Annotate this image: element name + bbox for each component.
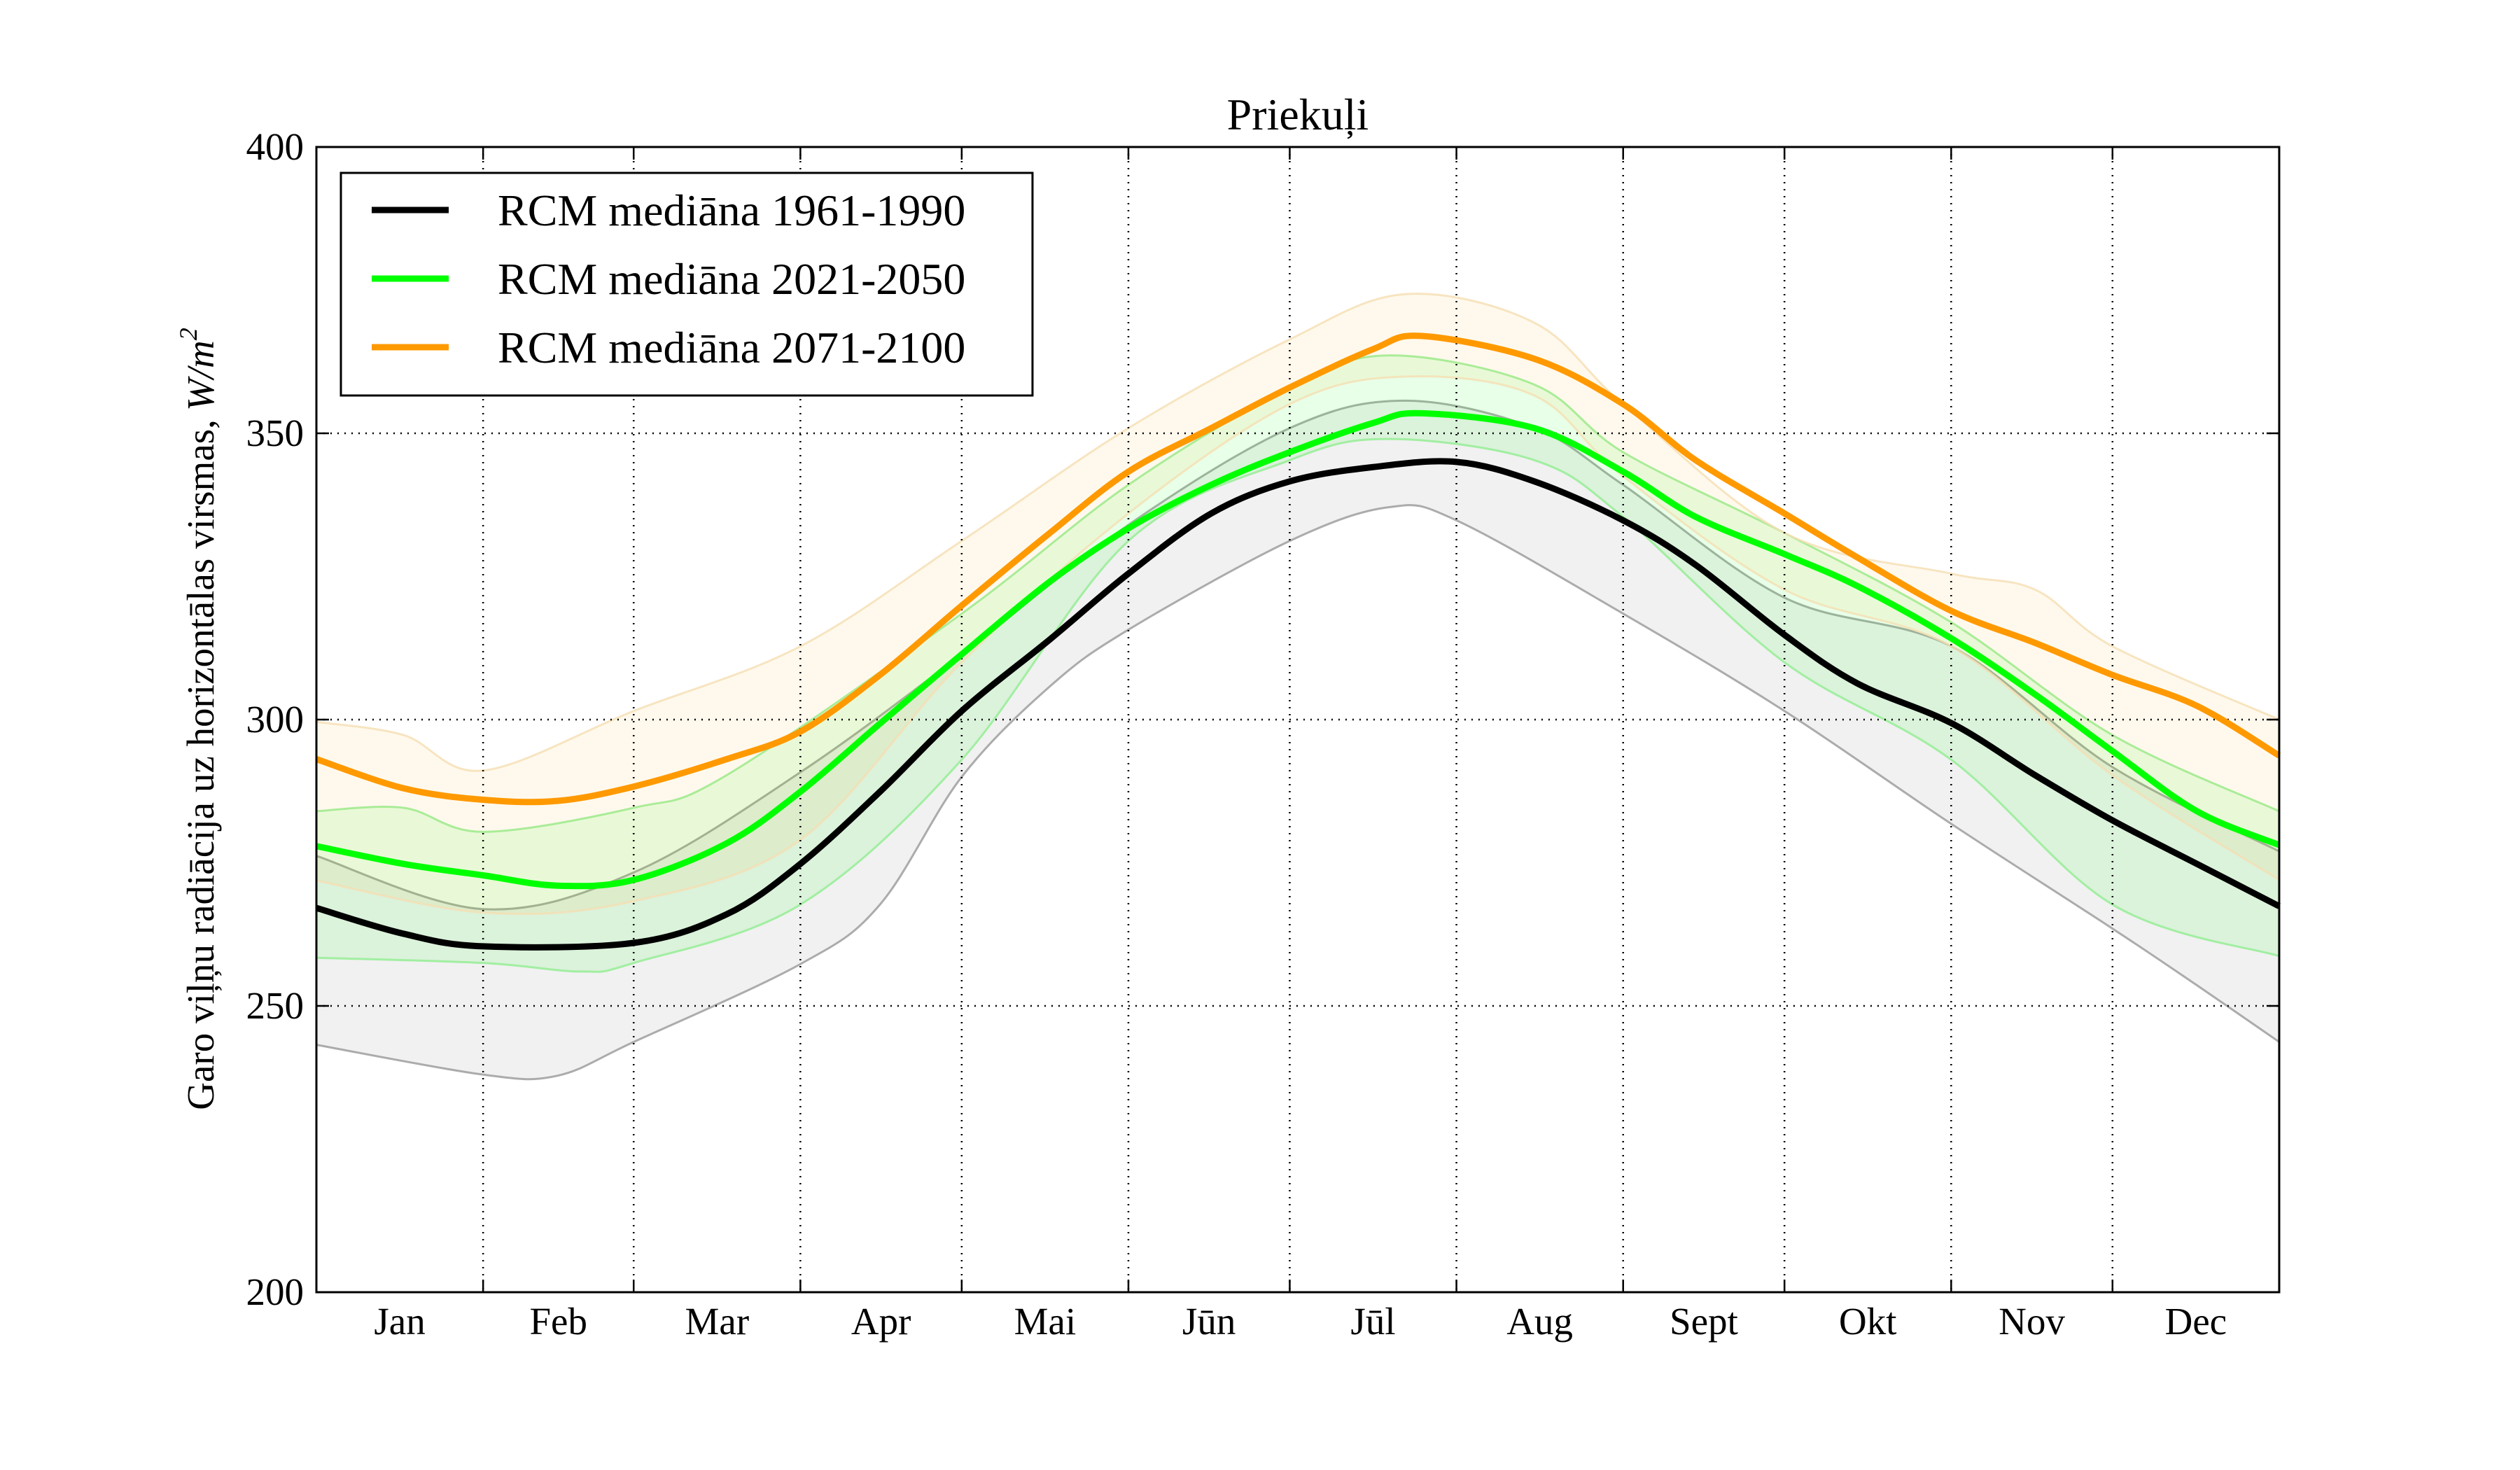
legend-label-1: RCM mediāna 2021-2050 xyxy=(498,254,965,304)
x-tick-label: Dec xyxy=(2165,1300,2227,1343)
x-tick-label: Okt xyxy=(1839,1300,1897,1343)
y-tick-label: 350 xyxy=(246,412,304,454)
x-tick-label: Feb xyxy=(529,1300,587,1343)
band-fill-0 xyxy=(316,400,2279,1079)
x-tick-label: Mar xyxy=(685,1300,750,1343)
median-line-2 xyxy=(315,332,2281,806)
bands-layer xyxy=(316,293,2280,1081)
legend-label-2: RCM mediāna 2071-2100 xyxy=(498,323,965,372)
x-tick-label: Jan xyxy=(374,1300,425,1343)
y-tick-label: 300 xyxy=(246,698,304,741)
x-tick-label: Aug xyxy=(1506,1300,1573,1343)
medians-layer xyxy=(315,332,2281,951)
band-fill-2 xyxy=(316,293,2279,914)
y-tick-label: 250 xyxy=(246,984,304,1027)
x-tick-label: Nov xyxy=(1998,1300,2065,1343)
band-max-line-2 xyxy=(316,293,2280,772)
band-min-line-0 xyxy=(316,504,2280,1081)
x-tick-label: Jūl xyxy=(1350,1300,1395,1343)
x-tick-label: Jūn xyxy=(1182,1300,1236,1343)
y-tick-label: 200 xyxy=(246,1270,304,1313)
band-fill-1 xyxy=(316,355,2279,972)
x-tick-label: Mai xyxy=(1014,1300,1077,1343)
median-line-1 xyxy=(316,410,2281,890)
legend-label-0: RCM mediāna 1961-1990 xyxy=(498,186,965,235)
band-min-line-2 xyxy=(316,375,2280,916)
legend: RCM mediāna 1961-1990 RCM mediāna 2021-20… xyxy=(340,172,1034,397)
band-min-line-1 xyxy=(316,438,2280,973)
chart-title: Priekuļi xyxy=(1227,90,1369,139)
grid-layer xyxy=(316,147,2279,1292)
legend-box xyxy=(340,172,1034,397)
y-axis-label: Garo viļņu radiācija uz horizontālas vir… xyxy=(174,328,222,1110)
x-tick-label: Apr xyxy=(851,1300,911,1343)
ticks-layer: 200 250 300 350 400 Jan Feb Mar Apr Mai Jūn Jūl Aug S… xyxy=(246,125,2279,1343)
median-line-0 xyxy=(315,458,2281,951)
x-tick-label: Sept xyxy=(1670,1300,1738,1343)
y-tick-label: 400 xyxy=(246,125,304,168)
